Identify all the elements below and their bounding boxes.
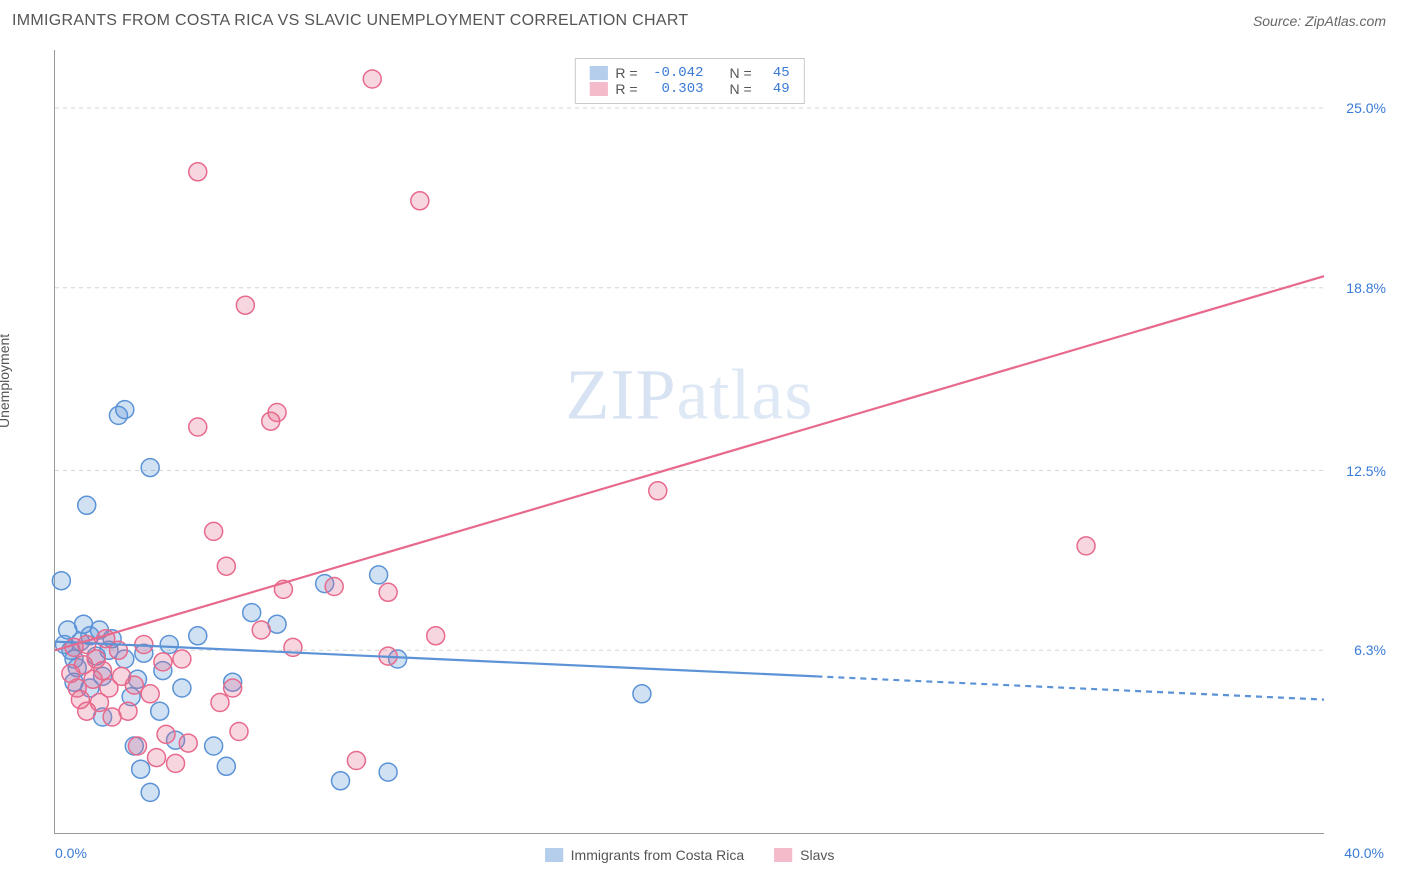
legend-r-label: R = bbox=[615, 81, 637, 97]
legend-n-label: N = bbox=[730, 81, 752, 97]
legend-correlation: R = -0.042 N = 45 R = 0.303 N = 49 bbox=[574, 58, 804, 104]
legend-corr-row: R = 0.303 N = 49 bbox=[589, 81, 789, 97]
legend-corr-row: R = -0.042 N = 45 bbox=[589, 65, 789, 81]
chart-area: Unemployment ZIPatlas R = -0.042 N = 45 … bbox=[12, 40, 1394, 880]
source-label: Source: ZipAtlas.com bbox=[1253, 13, 1386, 29]
trend-layer bbox=[55, 50, 1324, 833]
plot-region: ZIPatlas R = -0.042 N = 45 R = 0.303 N =… bbox=[54, 50, 1324, 834]
y-tick-label: 12.5% bbox=[1331, 463, 1386, 479]
legend-swatch bbox=[545, 848, 563, 862]
x-tick-max: 40.0% bbox=[1344, 845, 1384, 861]
legend-swatch bbox=[774, 848, 792, 862]
legend-swatch bbox=[589, 66, 607, 80]
x-tick-min: 0.0% bbox=[55, 845, 87, 861]
legend-n-value: 49 bbox=[760, 81, 790, 97]
legend-series: Immigrants from Costa Rica Slavs bbox=[545, 847, 835, 863]
y-axis-label: Unemployment bbox=[0, 334, 12, 428]
y-tick-label: 18.8% bbox=[1331, 280, 1386, 296]
legend-series-name: Immigrants from Costa Rica bbox=[571, 847, 744, 863]
chart-title: IMMIGRANTS FROM COSTA RICA VS SLAVIC UNE… bbox=[12, 12, 688, 30]
legend-n-value: 45 bbox=[760, 65, 790, 81]
legend-r-label: R = bbox=[615, 65, 637, 81]
legend-r-value: -0.042 bbox=[646, 65, 704, 81]
y-tick-label: 6.3% bbox=[1331, 642, 1386, 658]
legend-series-name: Slavs bbox=[800, 847, 834, 863]
y-tick-label: 25.0% bbox=[1331, 100, 1386, 116]
legend-n-label: N = bbox=[730, 65, 752, 81]
legend-series-item: Slavs bbox=[774, 847, 834, 863]
legend-series-item: Immigrants from Costa Rica bbox=[545, 847, 744, 863]
legend-r-value: 0.303 bbox=[646, 81, 704, 97]
legend-swatch bbox=[589, 82, 607, 96]
